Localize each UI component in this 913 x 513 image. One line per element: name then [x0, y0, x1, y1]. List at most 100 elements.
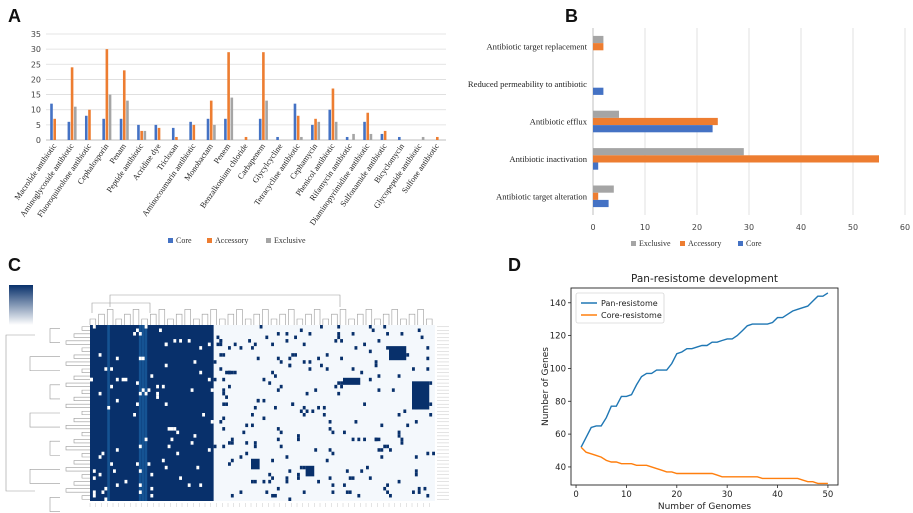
- panel-label-c: C: [8, 255, 21, 275]
- heatmap-cell: [368, 349, 372, 354]
- heatmap-cell: [124, 377, 128, 382]
- heatmap-cell: [308, 332, 312, 336]
- heatmap-cell: [343, 430, 346, 435]
- heatmap-cell: [368, 476, 372, 480]
- legend-label-b: Exclusive: [639, 239, 671, 248]
- heatmap-cell: [403, 409, 407, 413]
- dendrogram-branch: [29, 469, 60, 484]
- heatmap-cell: [414, 469, 418, 473]
- y-tick-label-d: 60: [555, 430, 566, 440]
- bar-b-exclusive: [593, 185, 614, 193]
- heatmap-stripe: [138, 325, 142, 501]
- legend-label-a: Exclusive: [274, 236, 306, 245]
- bar-a-core: [224, 118, 227, 140]
- heatmap-cell: [274, 374, 277, 378]
- heatmap-cell: [90, 377, 93, 382]
- dendrogram-branch: [106, 309, 114, 325]
- heatmap-cell: [251, 479, 254, 484]
- heatmap-cell: [276, 486, 280, 491]
- dendrogram-branch: [73, 460, 90, 465]
- heatmap-cell: [228, 441, 231, 445]
- heatmap-cell: [426, 356, 430, 361]
- heatmap-cell: [268, 479, 272, 484]
- heatmap-cell: [115, 377, 119, 382]
- heatmap-cell: [288, 469, 292, 473]
- heatmap-cell: [285, 476, 289, 480]
- heatmap-cell: [299, 465, 303, 470]
- dendrogram-branch: [81, 495, 90, 500]
- dendrogram-branch: [132, 309, 140, 325]
- heatmap-cell: [299, 328, 303, 333]
- heatmap-cell: [285, 479, 289, 484]
- dendrogram-branch: [73, 439, 90, 444]
- heatmap-cell: [170, 427, 174, 431]
- dendrogram-branch: [158, 309, 166, 325]
- heatmap-cell: [297, 472, 300, 477]
- heatmap-cell: [138, 483, 142, 487]
- dendrogram-branch: [49, 440, 60, 456]
- dendrogram-branch: [81, 474, 90, 479]
- dendrogram-branch: [81, 410, 90, 416]
- heatmap-cell: [305, 409, 309, 413]
- heatmap-stripe: [141, 325, 145, 501]
- heatmap-cell: [136, 402, 139, 406]
- heatmap-cell: [239, 346, 243, 350]
- legend-swatch-a: [207, 238, 212, 243]
- y-tick-label-a: 10: [31, 106, 41, 115]
- dendrogram-branch: [73, 354, 90, 359]
- dendrogram-branch: [339, 309, 347, 325]
- heatmap-cell: [239, 455, 243, 459]
- legend-swatch-b: [738, 241, 743, 246]
- heatmap-cell: [222, 353, 226, 357]
- heatmap-cell: [331, 451, 335, 456]
- dendrogram-branch: [81, 389, 90, 394]
- dendrogram-branch: [65, 403, 90, 409]
- heatmap-cell: [320, 363, 323, 368]
- heatmap-cell: [207, 448, 211, 452]
- panel-label-d: D: [508, 255, 521, 275]
- heatmap-cell: [216, 335, 220, 340]
- heatmap-cell: [345, 469, 349, 473]
- heatmap-cell: [386, 346, 389, 350]
- heatmap-cell: [222, 444, 226, 449]
- bar-a-core: [276, 136, 279, 140]
- bar-a-accessory: [262, 52, 265, 140]
- legend-label-b: Accessory: [688, 239, 721, 248]
- heatmap-cell: [377, 339, 381, 343]
- dendrogram-branch: [65, 361, 90, 366]
- heatmap-cell: [406, 423, 410, 428]
- heatmap-cell: [351, 437, 355, 442]
- heatmap-cell: [222, 388, 226, 392]
- bar-a-accessory: [175, 136, 178, 140]
- heatmap-cell: [150, 472, 154, 477]
- dendrogram-branch: [65, 488, 90, 493]
- heatmap-cell: [302, 490, 306, 494]
- heatmap-cell: [92, 469, 96, 473]
- heatmap-cell: [92, 476, 96, 480]
- heatmap-cell: [366, 465, 369, 470]
- heatmap-cell: [199, 346, 203, 350]
- heatmap-cell: [251, 423, 254, 428]
- heatmap-cell: [337, 332, 341, 336]
- heatmap-cell: [322, 405, 326, 410]
- heatmap-cell: [141, 388, 145, 392]
- dendrogram-branch: [89, 318, 97, 325]
- heatmap-cell: [228, 384, 231, 389]
- heatmap-cell: [262, 416, 266, 421]
- heatmap-cell: [104, 367, 108, 371]
- x-tick-label-b: 0: [590, 223, 595, 232]
- dendrogram-branch: [331, 313, 338, 325]
- heatmap-cell: [256, 398, 260, 403]
- heatmap-cell: [337, 325, 341, 329]
- bar-a-exclusive: [300, 136, 303, 140]
- heatmap-cell: [251, 413, 254, 417]
- dendrogram-branch: [98, 313, 105, 325]
- heatmap-cell: [147, 462, 151, 466]
- heatmap-cell: [207, 377, 211, 382]
- y-tick-label-d: 80: [555, 397, 566, 407]
- heatmap-cell: [219, 339, 223, 343]
- legend-box-d: [575, 292, 665, 324]
- heatmap-cell: [202, 413, 205, 417]
- bar-a-core: [137, 124, 140, 140]
